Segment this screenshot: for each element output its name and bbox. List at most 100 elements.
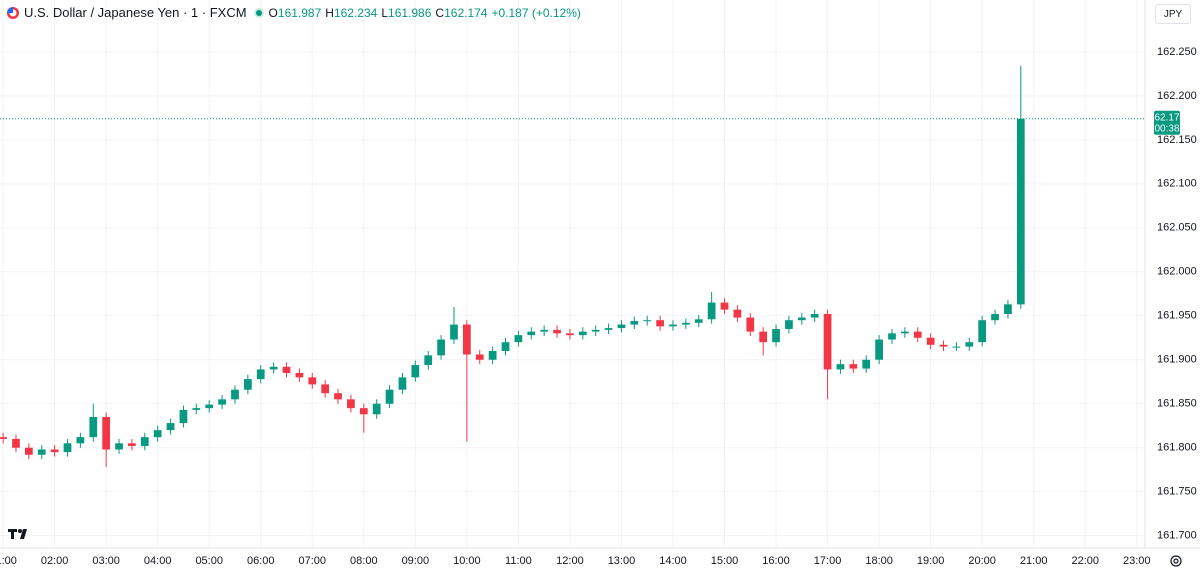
candle-body	[823, 314, 832, 370]
candle-body	[707, 302, 716, 320]
candle-body	[321, 384, 330, 394]
candle-body	[785, 320, 793, 329]
candle-body	[411, 365, 420, 378]
y-tick-label: 161.750	[1157, 486, 1197, 498]
candle-body	[591, 329, 600, 332]
candle-body	[862, 359, 871, 369]
symbol-legend: U.S. Dollar / Japanese Yen · 1 · FXCM O …	[6, 5, 585, 20]
x-tick-label: 16:00	[762, 555, 790, 567]
x-tick-label: 13:00	[608, 555, 636, 567]
x-tick-label: 12:00	[556, 555, 584, 567]
open-value: 161.987	[277, 5, 322, 20]
candle-body	[514, 335, 523, 343]
candle-body	[282, 366, 291, 373]
candle-body	[128, 443, 136, 446]
y-tick-label: 162.250	[1157, 46, 1197, 58]
x-tick-label: 01:00	[0, 555, 17, 567]
x-tick-label: 11:00	[505, 555, 532, 567]
flag-icon	[7, 6, 19, 19]
close-value: 162.174	[444, 5, 488, 20]
candle-body	[978, 320, 987, 343]
candle-body	[772, 328, 780, 343]
candle-body	[192, 408, 201, 410]
high-label: H	[325, 5, 334, 20]
y-tick-label: 162.000	[1157, 266, 1197, 278]
candle-body	[501, 342, 510, 351]
candle-body	[759, 331, 768, 343]
candle-body	[733, 309, 742, 318]
x-tick-label: 06:00	[247, 555, 275, 567]
y-tick-label: 162.100	[1157, 178, 1197, 190]
x-tick-label: 03:00	[92, 555, 120, 567]
x-tick-label: 18:00	[865, 555, 893, 567]
candle-body	[218, 399, 226, 405]
candle-body	[475, 354, 484, 360]
candle-body	[334, 393, 342, 400]
settings-icon[interactable]	[1170, 555, 1182, 567]
x-tick-label: 22:00	[1071, 555, 1099, 567]
candle-body	[656, 320, 664, 327]
low-value: 161.986	[388, 5, 432, 20]
candle-body	[810, 314, 819, 318]
symbol-name[interactable]: U.S. Dollar / Japanese Yen · 1 · FXCM	[24, 5, 247, 20]
y-tick-label: 161.900	[1157, 354, 1197, 366]
logo	[8, 529, 27, 539]
candle-body	[102, 416, 111, 450]
y-tick-label: 161.800	[1157, 442, 1197, 454]
candle-body	[553, 329, 561, 334]
candle-body	[63, 443, 72, 453]
candle-body	[836, 364, 845, 370]
candle-body	[140, 437, 149, 446]
candle-body	[952, 346, 961, 348]
candle-body	[888, 333, 896, 340]
candle-body	[913, 331, 922, 338]
candle-body	[256, 369, 265, 380]
candle-body	[424, 355, 433, 366]
candle-body	[462, 324, 471, 355]
candle-body	[669, 324, 677, 327]
candle-body	[694, 319, 703, 323]
candle-body	[437, 339, 445, 356]
candle-body	[566, 333, 574, 336]
y-tick-label: 162.150	[1157, 134, 1197, 146]
candle-body	[797, 317, 806, 321]
candle-body	[372, 403, 381, 415]
candle-body	[643, 320, 652, 322]
candle-body	[617, 324, 626, 329]
candle-body	[166, 423, 175, 431]
y-tick-label: 162.200	[1157, 90, 1197, 102]
close-label: C	[435, 5, 445, 20]
candle-body	[12, 438, 20, 448]
candle-body	[179, 409, 188, 424]
candle-body	[295, 372, 304, 378]
x-tick-label: 19:00	[917, 555, 945, 567]
change-value: +0.187 (+0.12%)	[491, 5, 581, 20]
x-tick-label: 08:00	[350, 555, 378, 567]
y-tick-label: 162.050	[1157, 222, 1197, 234]
candle-body	[1016, 118, 1025, 305]
x-tick-label: 09:00	[402, 555, 430, 567]
candle-body	[488, 350, 497, 360]
candle-body	[1004, 304, 1012, 315]
candle-body	[205, 404, 214, 409]
x-tick-label: 17:00	[814, 555, 842, 567]
candle-body	[540, 329, 549, 332]
candle-body	[682, 322, 690, 325]
candle-body	[630, 321, 639, 325]
candle-body	[746, 317, 755, 332]
last-price-label: 162.174	[1149, 112, 1186, 123]
candle-body	[308, 377, 317, 385]
x-tick-label: 10:00	[453, 555, 481, 567]
high-value: 162.234	[333, 5, 378, 20]
x-tick-label: 05:00	[195, 555, 223, 567]
countdown-label: 00:38	[1154, 123, 1179, 134]
candle-body	[115, 443, 123, 450]
candle-body	[89, 416, 98, 438]
x-tick-label: 02:00	[41, 555, 69, 567]
currency-button[interactable]: JPY	[1155, 4, 1191, 24]
x-tick-label: 15:00	[711, 555, 739, 567]
y-tick-label: 161.850	[1157, 398, 1197, 410]
candle-body	[398, 377, 407, 390]
x-tick-label: 21:00	[1020, 555, 1048, 567]
x-tick-label: 20:00	[968, 555, 996, 567]
